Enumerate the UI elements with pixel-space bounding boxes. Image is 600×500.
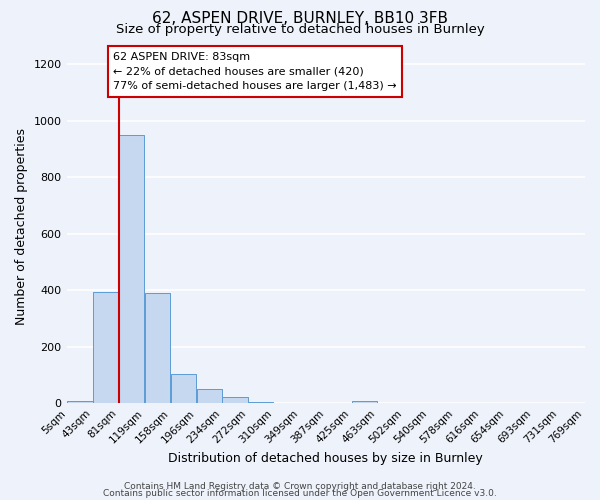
- Bar: [119, 135, 144, 404]
- Bar: [352, 400, 377, 404]
- Bar: [145, 293, 170, 404]
- Bar: [171, 374, 196, 404]
- Text: Size of property relative to detached houses in Burnley: Size of property relative to detached ho…: [116, 22, 484, 36]
- Text: 62 ASPEN DRIVE: 83sqm
← 22% of detached houses are smaller (420)
77% of semi-det: 62 ASPEN DRIVE: 83sqm ← 22% of detached …: [113, 52, 397, 92]
- Text: 62, ASPEN DRIVE, BURNLEY, BB10 3FB: 62, ASPEN DRIVE, BURNLEY, BB10 3FB: [152, 11, 448, 26]
- Bar: [223, 397, 248, 404]
- X-axis label: Distribution of detached houses by size in Burnley: Distribution of detached houses by size …: [169, 452, 483, 465]
- Bar: [67, 400, 93, 404]
- Text: Contains HM Land Registry data © Crown copyright and database right 2024.: Contains HM Land Registry data © Crown c…: [124, 482, 476, 491]
- Y-axis label: Number of detached properties: Number of detached properties: [15, 128, 28, 325]
- Bar: [248, 402, 274, 404]
- Bar: [93, 292, 118, 404]
- Text: Contains public sector information licensed under the Open Government Licence v3: Contains public sector information licen…: [103, 488, 497, 498]
- Bar: [197, 388, 222, 404]
